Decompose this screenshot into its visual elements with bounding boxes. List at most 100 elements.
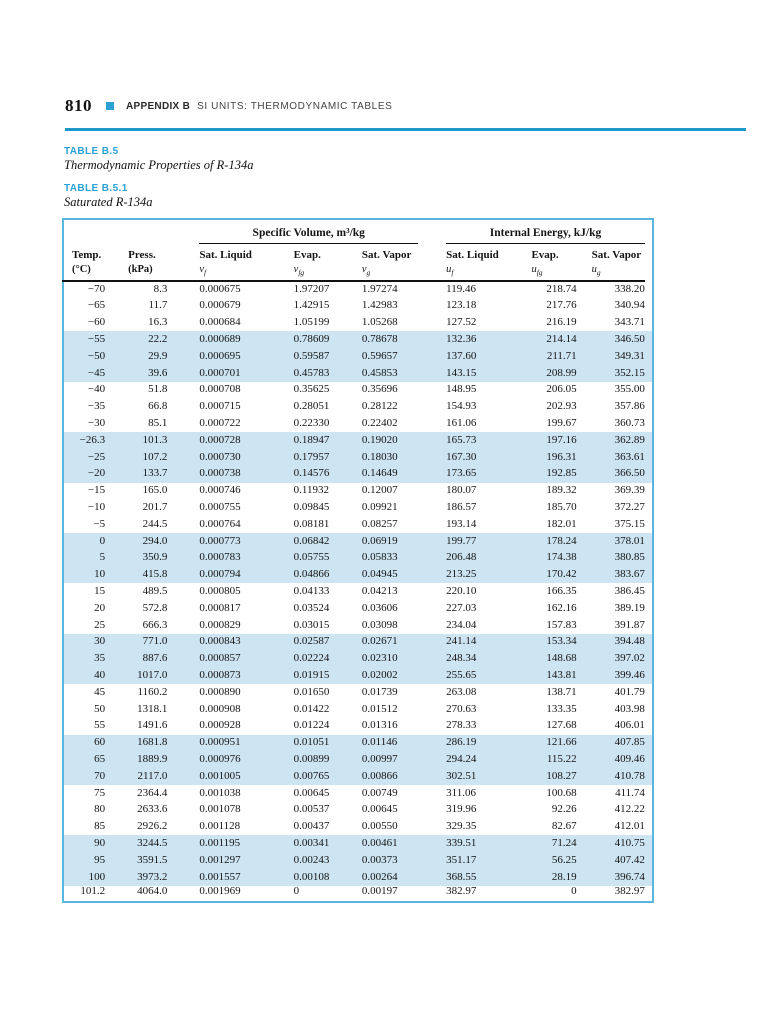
table-cell: 0.000857 (199, 652, 241, 665)
table-row: −50 29.9 0.000695 0.59587 0.59657 137.60 211.7… (63, 348, 653, 365)
table-row: 85 2926.2 0.001128 0.00437 0.00550 329.35 82.6… (63, 819, 653, 836)
table-cell: 0.45783 (293, 366, 330, 379)
table-cell: 244.5 (142, 517, 168, 530)
row-filler (645, 751, 653, 768)
table-cell: 391.87 (614, 618, 645, 631)
table-cell: 0.000708 (199, 383, 241, 396)
table-cell: −65 (87, 299, 106, 312)
table-cell: 0.28051 (293, 400, 330, 413)
table-cell: 85.1 (148, 417, 168, 429)
table-row: −15 165.0 0.000746 0.11932 0.12007 180.07 189.… (63, 483, 653, 500)
table-cell: 119.46 (446, 283, 476, 296)
appendix-label: APPENDIX B (126, 100, 191, 112)
table-b5-title: Thermodynamic Properties of R-134a (64, 158, 254, 172)
table-cell: 311.06 (446, 786, 476, 799)
table-cell: 294.0 (142, 534, 168, 547)
table-cell: 82.67 (551, 820, 577, 833)
table-cell: 0.05755 (293, 551, 330, 564)
table-row: 5 350.9 0.000783 0.05755 0.05833 206.48 174.38… (63, 549, 653, 567)
table-cell: 1318.1 (137, 702, 168, 715)
table-cell: 0.00645 (293, 786, 330, 799)
table-cell: 0.02587 (293, 635, 330, 648)
row-filler (645, 600, 653, 617)
table-cell: −30 (87, 417, 106, 429)
table-row: −65 11.7 0.000679 1.42915 1.42983 123.18 217.7… (63, 298, 653, 315)
table-cell: 35 (94, 652, 106, 665)
table-cell: 0.01739 (361, 685, 398, 698)
table-b51-title: Saturated R-134a (64, 195, 153, 209)
table-cell: 170.42 (546, 568, 577, 581)
row-filler (645, 667, 653, 684)
table-cell: 148.95 (446, 383, 477, 396)
table-cell: 0.00749 (361, 786, 398, 799)
table-cell: 0.00373 (361, 853, 398, 866)
table-row: −5 244.5 0.000764 0.08181 0.08257 193.14 182.0… (63, 516, 653, 533)
table-cell: 412.01 (614, 820, 645, 833)
table-cell: 0.01051 (293, 736, 330, 749)
table-cell: 409.46 (614, 752, 645, 765)
table-cell: 154.93 (446, 400, 477, 413)
table-cell: 0.14649 (361, 467, 398, 480)
table-row: 40 1017.0 0.000873 0.01915 0.02002 255.65 143.… (63, 667, 653, 685)
table-cell: 0.001128 (199, 820, 241, 833)
column-header: Press. (128, 249, 156, 262)
table-cell: 0.06842 (293, 534, 330, 547)
table-cell: 0.001557 (199, 870, 241, 883)
table-cell: 199.67 (546, 417, 577, 429)
column-header: Sat. Liquid (446, 249, 499, 262)
table-cell: 199.77 (446, 534, 477, 547)
row-filler (645, 331, 653, 348)
table-row: −20 133.7 0.000738 0.14576 0.14649 173.65 192.… (63, 465, 653, 483)
table-cell: 165.73 (446, 433, 477, 446)
row-filler (645, 802, 653, 819)
table-cell: 123.18 (446, 299, 477, 312)
table-cell: 100.68 (546, 786, 577, 799)
column-header: Temp. (72, 249, 102, 262)
table-row: 75 2364.4 0.001038 0.00645 0.00749 311.06 100.… (63, 785, 653, 802)
table-cell: 0.00537 (293, 803, 330, 816)
table-cell: 0.000730 (199, 450, 241, 463)
group-header-internal-energy: Internal Energy, kJ/kg (418, 219, 645, 246)
table-row: −70 8.3 0.000675 1.97207 1.97274 119.46 218.74… (63, 281, 653, 298)
table-cell: −10 (87, 500, 106, 513)
table-cell: 0.000843 (199, 635, 241, 648)
table-cell: 0.04133 (293, 584, 330, 597)
table-cell: 389.19 (614, 601, 645, 614)
table-cell: 1160.2 (137, 685, 168, 698)
table-cell: 29.9 (148, 349, 168, 362)
table-cell: 1.97207 (293, 283, 330, 296)
table-cell: 148.68 (546, 652, 577, 665)
table-cell: 248.34 (446, 652, 477, 665)
table-cell: 40 (94, 668, 106, 681)
table-cell: 0.78609 (293, 333, 330, 346)
group-filler (645, 219, 653, 246)
table-cell: 0.000701 (199, 366, 241, 379)
table-cell: 360.73 (614, 417, 645, 429)
table-row: 10 415.8 0.000794 0.04866 0.04945 213.25 170.4… (63, 566, 653, 584)
table-cell: 0.00108 (293, 870, 330, 883)
table-cell: 0.14576 (293, 467, 330, 480)
table-row: −30 85.1 0.000722 0.22330 0.22402 161.06 199.6… (63, 415, 653, 432)
table-cell: 0.01146 (361, 736, 398, 749)
table-cell: 489.5 (142, 584, 168, 597)
symbol: vf (199, 264, 207, 278)
group-header-label: Specific Volume, m³/kg (199, 227, 419, 244)
table-cell: 193.14 (446, 517, 477, 530)
table-cell: 3973.2 (137, 870, 168, 883)
row-filler (645, 819, 653, 836)
table-cell: 0.00197 (361, 885, 398, 898)
column-header: Sat. Vapor (591, 249, 642, 262)
table-cell: 2633.6 (137, 803, 168, 816)
table-cell: 1681.8 (137, 736, 168, 749)
row-filler (645, 415, 653, 432)
table-cell: 771.0 (142, 635, 168, 648)
table-cell: 189.32 (546, 484, 577, 497)
table-cell: 357.86 (614, 400, 645, 413)
running-title: SI UNITS: THERMODYNAMIC TABLES (197, 100, 393, 112)
row-filler (645, 449, 653, 466)
table-cell: −60 (87, 316, 106, 329)
table-cell: 368.55 (446, 870, 477, 883)
table-cell: 138.71 (546, 685, 577, 698)
table-cell: 0.17957 (293, 450, 330, 463)
table-cell: 25 (94, 618, 106, 631)
